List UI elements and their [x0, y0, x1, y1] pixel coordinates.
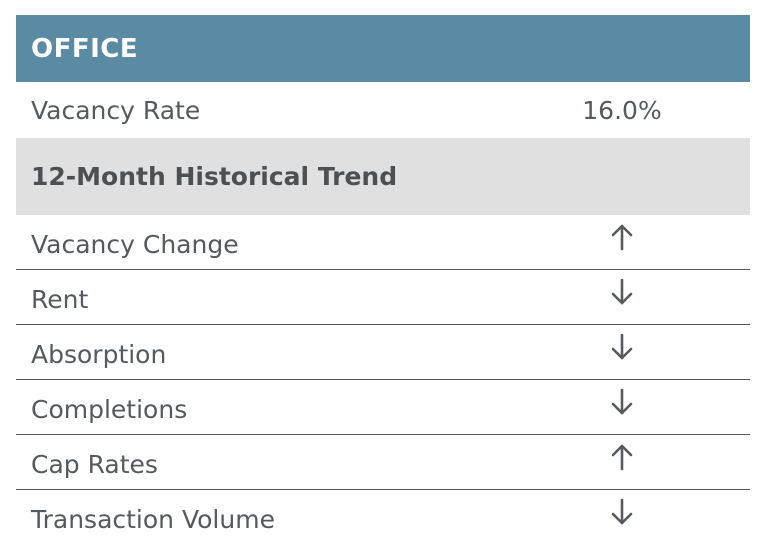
vacancy-rate-label: Vacancy Rate: [31, 95, 201, 125]
arrow-down-icon: [610, 498, 634, 526]
trend-list: Vacancy Change Rent Absorption Completions C…: [16, 215, 750, 545]
vacancy-rate-value: 16.0%: [582, 95, 662, 125]
panel-header: OFFICE: [16, 15, 750, 82]
trend-row: Vacancy Change: [16, 215, 750, 270]
vacancy-rate-row: Vacancy Rate 16.0%: [16, 82, 750, 138]
trend-row: Absorption: [16, 325, 750, 380]
panel-title: OFFICE: [31, 33, 139, 64]
trend-row: Transaction Volume: [16, 490, 750, 545]
arrow-down-icon: [610, 388, 634, 416]
trend-indicator: [542, 498, 702, 532]
trend-label: Cap Rates: [31, 449, 158, 479]
trend-indicator: [542, 278, 702, 312]
trend-section-header: 12-Month Historical Trend: [16, 138, 750, 215]
trend-row: Cap Rates: [16, 435, 750, 490]
trend-row: Rent: [16, 270, 750, 325]
trend-indicator: [542, 224, 702, 257]
trend-section-title: 12-Month Historical Trend: [31, 162, 398, 191]
trend-indicator: [542, 388, 702, 422]
trend-label: Transaction Volume: [31, 505, 275, 534]
trend-row: Completions: [16, 380, 750, 435]
trend-label: Rent: [31, 284, 89, 314]
trend-label: Vacancy Change: [31, 229, 239, 259]
arrow-down-icon: [610, 333, 634, 361]
office-trend-panel: OFFICE Vacancy Rate 16.0% 12-Month Histo…: [16, 15, 750, 545]
arrow-down-icon: [610, 278, 634, 306]
trend-label: Absorption: [31, 339, 167, 369]
trend-label: Completions: [31, 394, 188, 424]
trend-indicator: [542, 444, 702, 477]
trend-indicator: [542, 333, 702, 367]
arrow-up-icon: [610, 443, 634, 471]
arrow-up-icon: [610, 223, 634, 251]
